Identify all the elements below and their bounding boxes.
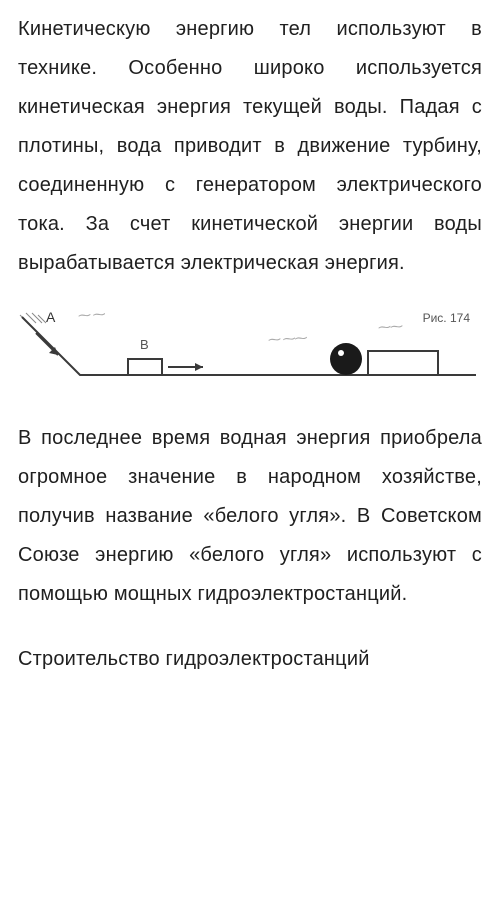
figure-174: A B Рис. 174 ⁓ ⁓ ⁓ ⁓⁓ ⁓⁓ xyxy=(18,309,482,389)
body-paragraph-2: В последнее время водная энергия приобре… xyxy=(18,419,482,614)
body-paragraph-3: Строительство гидроэлектростанций xyxy=(18,640,482,679)
figure-label-a: A xyxy=(46,309,55,325)
figure-scuff: ⁓ ⁓ xyxy=(78,306,105,323)
body-paragraph-1: Кинетическую энергию тел используют в те… xyxy=(18,10,482,283)
figure-scuff: ⁓ ⁓⁓ xyxy=(268,330,307,348)
figure-scuff: ⁓⁓ xyxy=(378,318,403,335)
figure-caption: Рис. 174 xyxy=(423,311,470,325)
figure-label-b: B xyxy=(140,337,149,352)
